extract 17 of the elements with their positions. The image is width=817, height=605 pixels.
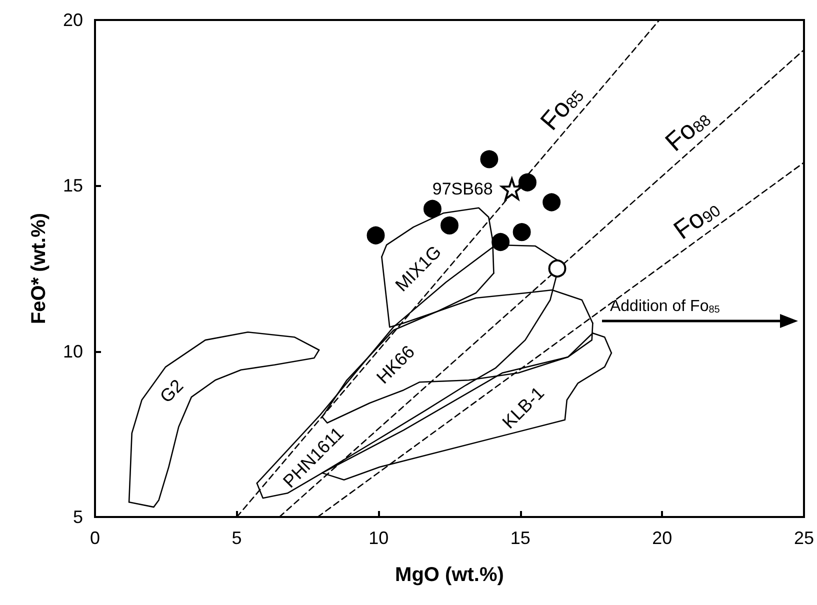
y-tick-label: 20: [62, 10, 83, 30]
x-tick-label: 10: [368, 528, 389, 548]
y-tick-label: 15: [62, 176, 83, 196]
x-tick-label: 15: [510, 528, 530, 548]
x-tick-label: 5: [232, 528, 242, 548]
x-tick-label: 0: [90, 528, 100, 548]
y-tick-label: 5: [72, 507, 83, 527]
x-tick-label: 25: [794, 528, 814, 548]
x-tick-label: 20: [652, 528, 672, 548]
text: Fo85: [534, 88, 588, 136]
y-tick-label: 10: [62, 341, 83, 362]
text: Fo90: [668, 202, 724, 246]
annotation: G2: [156, 376, 188, 407]
x-axis-title: MgO (wt.%): [395, 564, 504, 586]
y-axis-title: FeO* (wt.%): [28, 212, 50, 324]
series-label: 97SB68: [432, 179, 493, 198]
text: Fo88: [659, 112, 715, 158]
